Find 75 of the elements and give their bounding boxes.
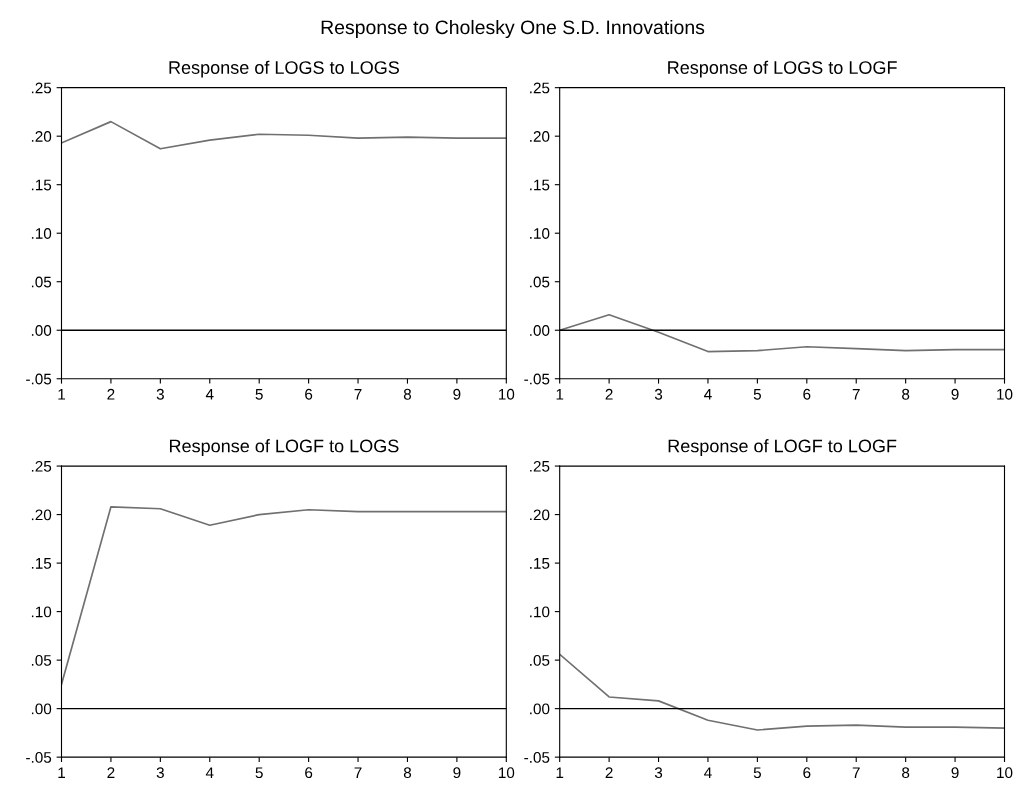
chart-title: Response of LOGF to LOGS (169, 439, 399, 456)
x-tick-label: 7 (852, 389, 860, 400)
x-tick-label: 8 (403, 388, 412, 400)
x-tick-label: 5 (255, 767, 263, 779)
x-tick-label: 3 (156, 388, 164, 400)
x-tick-label: 7 (354, 389, 362, 400)
x-tick-label: 4 (704, 767, 712, 778)
x-tick-label: 9 (951, 388, 959, 400)
x-tick-label: 2 (605, 388, 613, 400)
y-tick-label: .25 (530, 460, 550, 472)
y-tick-label: -.05 (26, 373, 52, 385)
x-tick-label: 3 (654, 767, 663, 779)
y-tick-label: -.05 (26, 752, 52, 763)
y-tick-label: .10 (530, 228, 550, 239)
x-tick-label: 2 (107, 388, 115, 400)
y-tick-label: .00 (530, 325, 550, 336)
x-tick-label: 7 (852, 767, 860, 778)
chart-title: Response of LOGS to LOGF (668, 60, 897, 78)
y-tick-label: .15 (530, 179, 550, 191)
y-tick-label: .20 (31, 131, 52, 142)
chart-title: Response of LOGF to LOGF (668, 439, 897, 456)
text: Response to Cholesky One S.D. Innovations (321, 19, 705, 39)
x-tick-label: 4 (205, 389, 214, 400)
x-tick-label: 3 (654, 388, 663, 400)
y-tick-label: .10 (530, 606, 550, 618)
x-tick-label: 10 (498, 767, 515, 779)
y-tick-label: .05 (530, 276, 550, 288)
y-tick-label: -.05 (524, 373, 550, 385)
y-tick-label: .25 (31, 82, 52, 94)
x-tick-label: 10 (498, 388, 515, 400)
x-tick-label: 2 (107, 767, 115, 778)
line-series (61, 120, 507, 150)
y-tick-label: .25 (530, 82, 550, 94)
x-tick-label: 1 (58, 767, 65, 778)
chart-title: Response of LOGS to LOGS (169, 60, 399, 78)
y-tick-label: .05 (31, 276, 52, 288)
x-tick-label: 6 (305, 767, 313, 779)
y-tick-label: .15 (31, 558, 52, 569)
y-tick-label: .20 (530, 509, 550, 521)
x-tick-label: 1 (556, 389, 564, 400)
x-tick-label: 4 (205, 767, 214, 778)
y-tick-label: .15 (31, 179, 52, 191)
line-series (61, 505, 507, 686)
x-tick-label: 1 (556, 767, 564, 778)
x-tick-label: 9 (951, 767, 959, 779)
y-tick-label: .20 (530, 131, 550, 142)
x-tick-label: 5 (753, 767, 761, 779)
x-tick-label: 8 (902, 767, 910, 779)
x-tick-label: 8 (902, 388, 910, 400)
y-tick-label: .00 (530, 703, 550, 715)
x-tick-label: 8 (403, 767, 412, 779)
x-tick-label: 9 (453, 388, 461, 400)
y-tick-label: .05 (31, 654, 52, 666)
x-tick-label: 3 (156, 767, 164, 779)
y-tick-label: .25 (31, 460, 52, 472)
x-tick-label: 6 (305, 388, 313, 400)
x-tick-label: 6 (803, 767, 811, 779)
x-tick-label: 5 (753, 389, 761, 400)
x-tick-label: 5 (255, 389, 263, 400)
y-tick-label: .10 (31, 606, 52, 618)
x-tick-label: 4 (704, 389, 712, 400)
x-tick-label: 6 (803, 388, 811, 400)
x-tick-label: 10 (997, 767, 1013, 779)
x-tick-label: 10 (997, 388, 1013, 400)
y-tick-label: .10 (31, 228, 52, 239)
y-tick-label: .20 (31, 509, 52, 521)
y-tick-label: -.05 (524, 752, 550, 763)
x-tick-label: 2 (605, 767, 613, 778)
y-tick-label: .00 (31, 703, 52, 715)
y-tick-label: .05 (530, 654, 550, 666)
y-tick-label: .00 (31, 325, 52, 336)
x-tick-label: 9 (453, 767, 461, 779)
y-tick-label: .15 (530, 558, 550, 569)
x-tick-label: 1 (58, 389, 65, 400)
x-tick-label: 7 (354, 767, 362, 778)
